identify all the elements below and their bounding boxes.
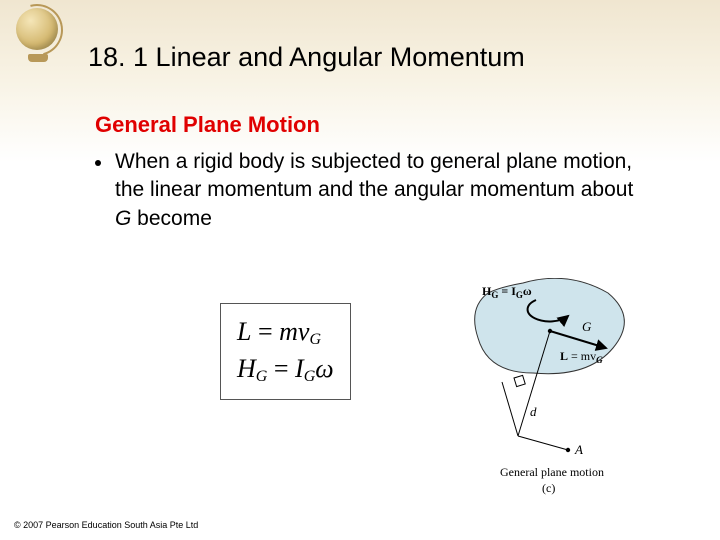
equations-box: L = mvG HG = IGω [220,303,351,400]
equation-angular-momentum: HG = IGω [237,351,334,388]
right-angle-icon [514,375,525,386]
label-A: A [574,442,583,457]
copyright-text: © 2007 Pearson Education South Asia Pte … [14,520,198,530]
page-title: 18. 1 Linear and Angular Momentum [88,42,525,73]
diagram-subcaption: (c) [542,481,555,495]
diagram-caption: General plane motion [500,465,604,479]
section-subtitle: General Plane Motion [95,112,320,138]
line-d-perp [502,382,518,436]
bullet-item: When a rigid body is subjected to genera… [95,148,655,233]
globe-decoration [8,8,68,83]
bullet-text: When a rigid body is subjected to genera… [115,148,655,233]
line-d-to-A [518,436,568,450]
label-G: G [582,319,592,334]
equation-linear-momentum: L = mvG [237,314,334,351]
general-plane-motion-diagram: HG = IGω G L = mvG d A General plane mot… [458,278,643,503]
label-d: d [530,404,537,419]
label-HG: HG = IGω [482,284,532,300]
bullet-dot-icon [95,160,101,166]
